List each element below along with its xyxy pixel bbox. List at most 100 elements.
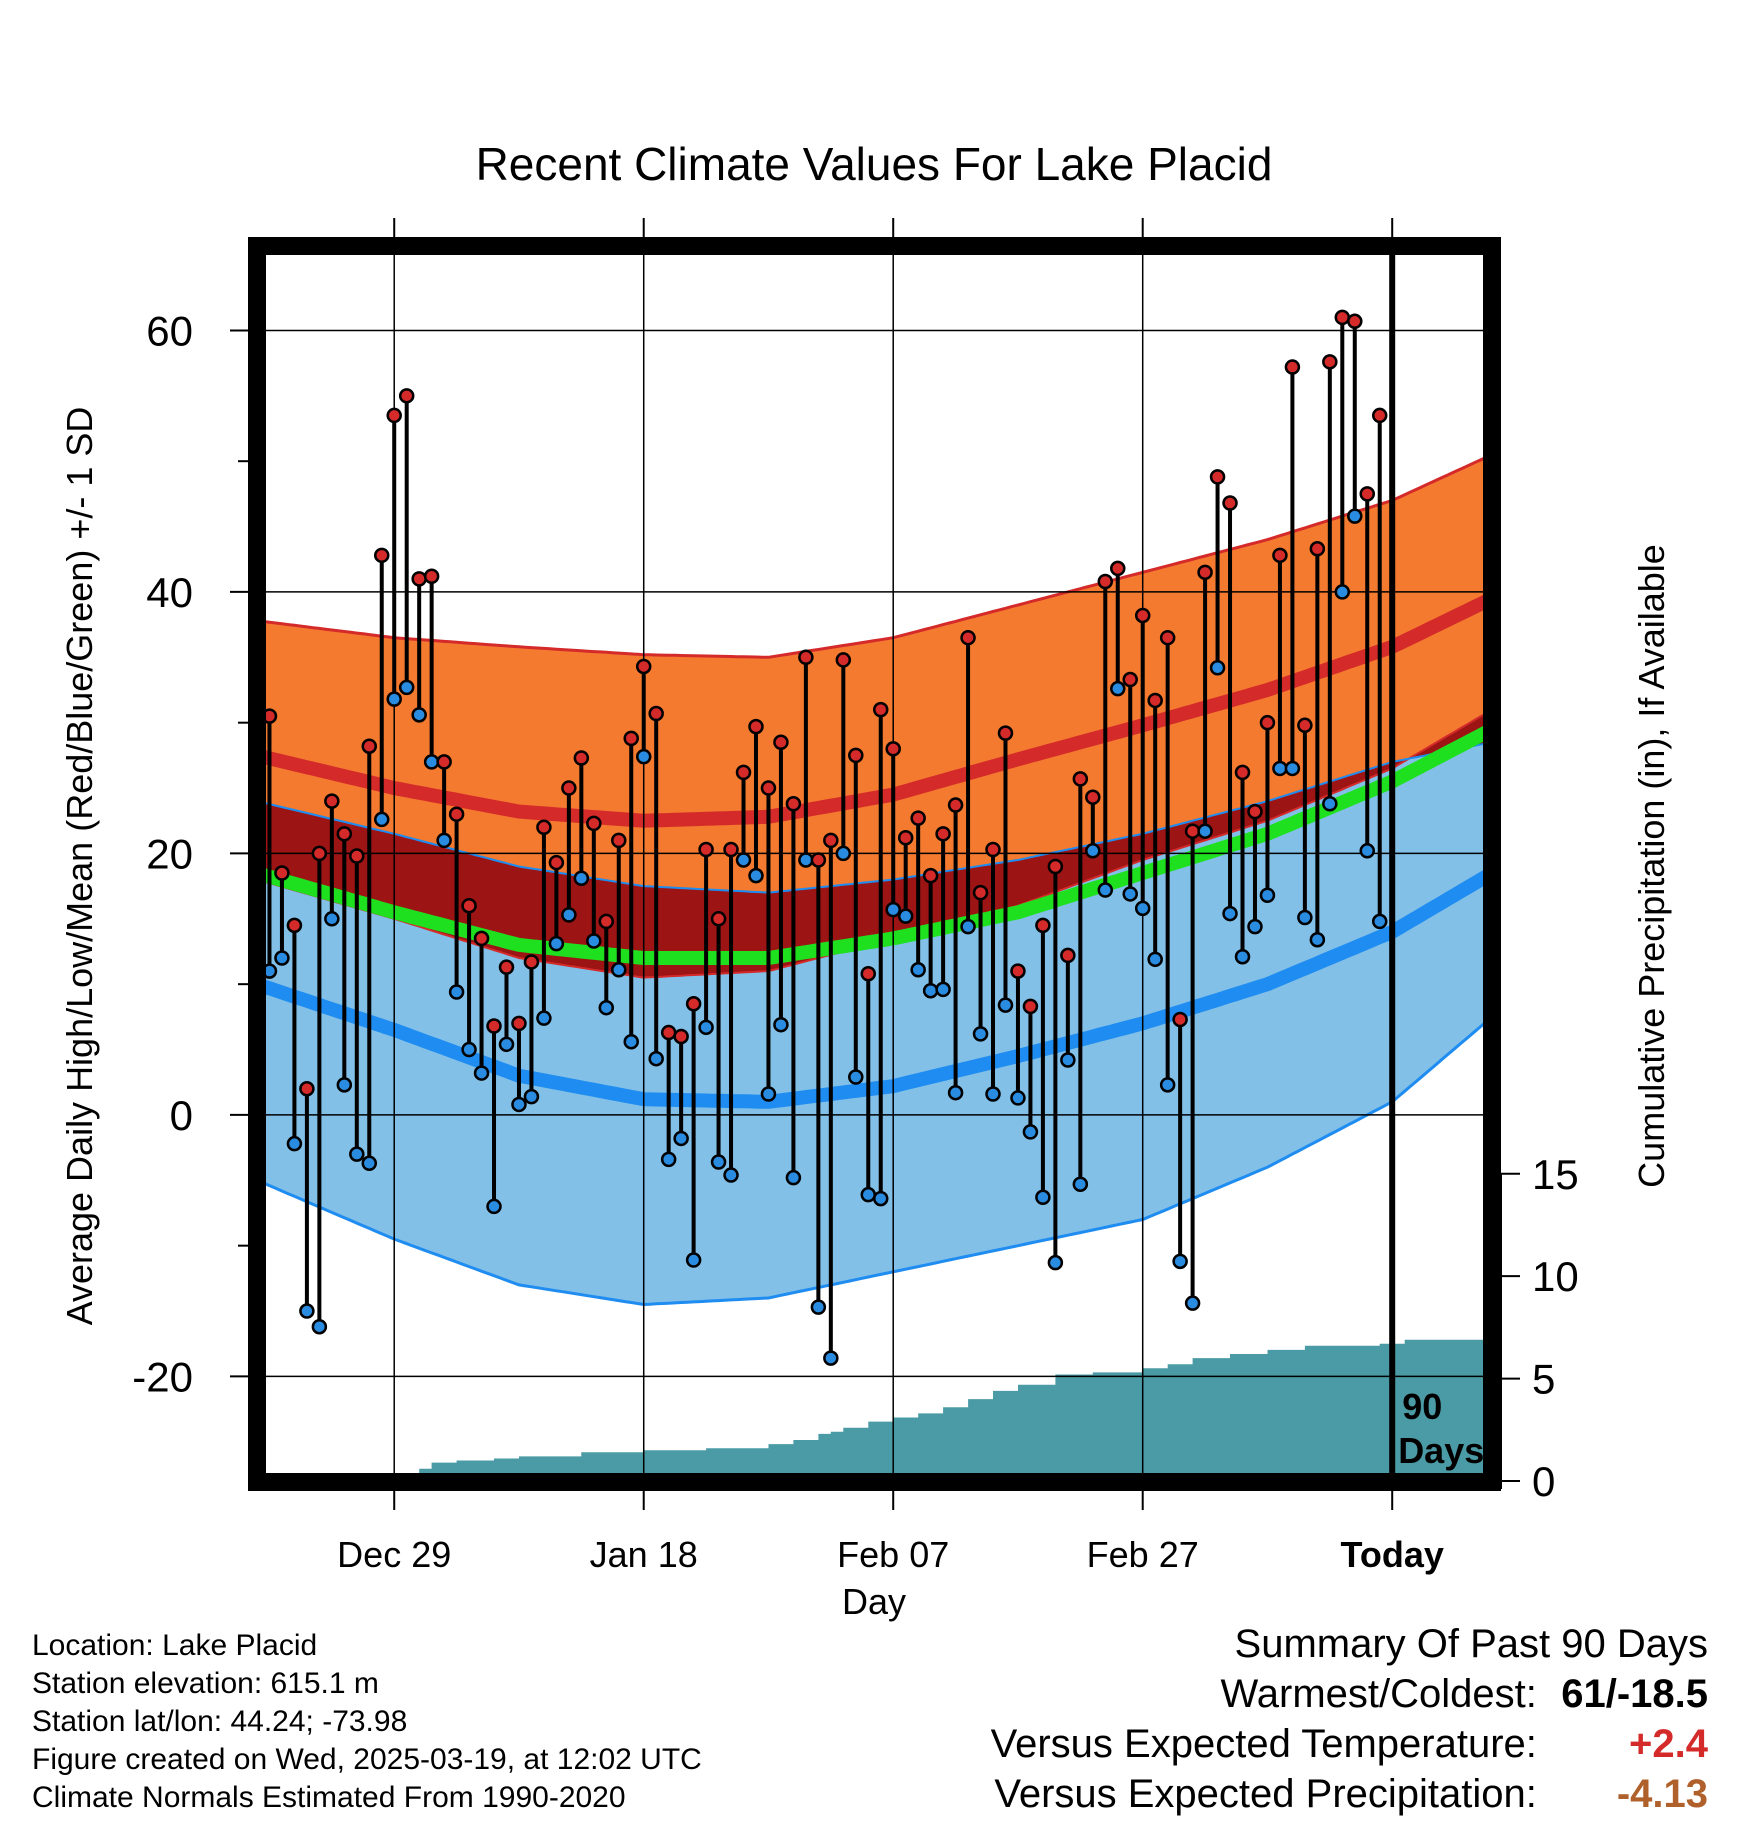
daily-low-point [1172, 1253, 1188, 1270]
daily-high-point [972, 884, 989, 901]
summary-title: Summary Of Past 90 Days [1234, 1622, 1708, 1666]
daily-low-point [1222, 905, 1238, 922]
daily-low-point [498, 1036, 515, 1053]
daily-high-point [823, 832, 839, 849]
daily-high-point [648, 705, 664, 722]
y-axis-left: -20 0 20 40 60 [132, 307, 248, 1400]
daily-high-point [1122, 671, 1138, 688]
daily-high-point [673, 1028, 689, 1045]
low-lower-edge [257, 1015, 1492, 1307]
daily-low-point [760, 1086, 777, 1102]
daily-high-point [1347, 313, 1363, 330]
y-tick-label: -20 [132, 1353, 193, 1400]
daily-low-point [623, 1033, 639, 1050]
daily-low-point [461, 1041, 477, 1058]
y-tick-label: 0 [170, 1092, 193, 1139]
daily-low-point [349, 1146, 365, 1162]
daily-low-point [1234, 948, 1251, 965]
x-axis: Dec 29 Jan 18 Feb 07 Feb 27 Today [337, 1490, 1444, 1575]
daily-high-point [860, 965, 877, 982]
daily-low-point [798, 852, 814, 868]
summary-warm-cold: Warmest/Coldest: 61/-18.5 [1221, 1672, 1709, 1717]
summary-precipitation: Versus Expected Precipitation: -4.13 [994, 1772, 1708, 1817]
daily-low-point [436, 832, 452, 849]
daily-high-point [523, 954, 540, 970]
daily-low-point [897, 908, 914, 924]
daily-high-point [748, 718, 764, 735]
daily-high-point [1147, 692, 1163, 709]
daily-low-point [698, 1019, 714, 1036]
daily-low-point [1085, 843, 1101, 859]
daily-low-point [573, 870, 590, 887]
daily-low-point [1272, 760, 1288, 777]
station-info: Location: Lake Placid Station elevation:… [32, 1627, 702, 1817]
daily-high-point [486, 1018, 502, 1034]
daily-high-point [735, 764, 752, 781]
daily-low-point [1022, 1124, 1039, 1140]
daily-high-point [1334, 309, 1351, 326]
daily-high-point [324, 793, 340, 809]
daily-low-point [586, 933, 602, 949]
daily-high-point [448, 806, 465, 822]
daily-high-point [473, 930, 490, 947]
daily-high-point [1159, 629, 1176, 646]
daily-high-point [1371, 407, 1388, 424]
daily-high-point [536, 819, 552, 836]
daily-low-point [860, 1186, 877, 1203]
daily-low-point [423, 754, 440, 770]
daily-low-point [373, 811, 390, 828]
normal-bands [257, 453, 1492, 1307]
daily-high-point [1297, 717, 1313, 734]
daily-low-point [299, 1303, 315, 1319]
x-tick-label: Feb 07 [837, 1534, 949, 1575]
daily-low-point [611, 962, 627, 978]
daily-high-point [461, 897, 477, 914]
daily-low-point [1259, 887, 1276, 904]
daily-high-point [1259, 714, 1276, 731]
daily-low-point [648, 1050, 664, 1067]
daily-low-point [1334, 584, 1351, 600]
precipitation-fill [257, 1337, 1492, 1481]
daily-high-point [1234, 764, 1251, 781]
daily-low-point [361, 1155, 378, 1172]
chart-title: Recent Climate Values For Lake Placid [476, 138, 1273, 190]
daily-low-point [486, 1198, 502, 1215]
daily-high-point [1010, 963, 1026, 979]
daily-high-point [1322, 354, 1338, 370]
y-axis-right: 0 5 10 15 [1500, 1151, 1579, 1505]
normal-low-line [257, 866, 1492, 1109]
daily-observations [261, 309, 1388, 1366]
daily-high-point [935, 826, 951, 842]
daily-high-point [498, 959, 515, 975]
x-axis-label: Day [842, 1581, 906, 1622]
daily-high-point [947, 797, 964, 813]
daily-high-point [586, 815, 602, 832]
daily-high-point [561, 780, 577, 796]
daily-high-point [1035, 917, 1051, 934]
y-tick-label: 60 [146, 307, 193, 354]
normal-high-line [257, 592, 1492, 828]
daily-high-point [423, 568, 440, 584]
daily-high-point [1284, 359, 1301, 375]
daily-low-point [810, 1299, 827, 1315]
high-upper-edge [257, 453, 1492, 659]
elevation-text: Station elevation: 615.1 m [32, 1667, 379, 1700]
y2-tick-label: 0 [1532, 1458, 1555, 1505]
location-text: Location: Lake Placid [32, 1629, 318, 1662]
low-upper-edge [257, 741, 1492, 894]
daily-low-point [723, 1167, 739, 1183]
daily-low-point [1322, 795, 1338, 812]
daily-low-point [1035, 1189, 1051, 1206]
daily-low-point [935, 981, 951, 998]
daily-high-point [1085, 789, 1101, 805]
daily-high-point [1197, 564, 1213, 581]
daily-low-point [785, 1169, 802, 1186]
x-tick-label: Jan 18 [590, 1534, 698, 1575]
daily-high-point [411, 571, 427, 587]
daily-low-point [311, 1318, 328, 1335]
daily-high-point [1184, 823, 1201, 839]
daily-low-point [1122, 886, 1138, 902]
daily-high-point [660, 1024, 677, 1041]
daily-low-point [386, 691, 402, 707]
daily-high-point [1134, 607, 1151, 624]
